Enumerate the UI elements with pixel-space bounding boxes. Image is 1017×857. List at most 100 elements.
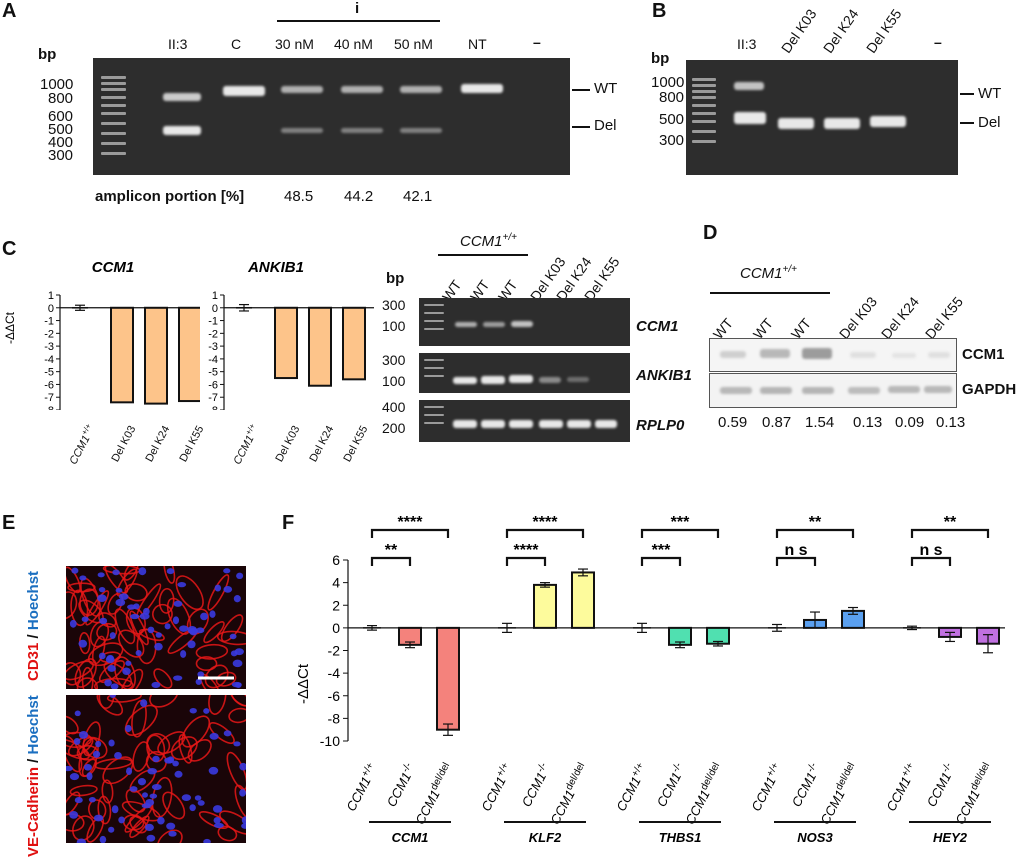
micrograph-vecadherin [66, 695, 246, 843]
gel-band [455, 322, 477, 327]
gel-bp: bp [386, 270, 405, 287]
ladder-band [424, 375, 444, 377]
group-label: i [355, 0, 360, 17]
nucleus [122, 667, 131, 676]
nucleus [69, 773, 80, 781]
cell-membrane [66, 715, 79, 735]
nucleus [93, 814, 104, 822]
stain-vecadherin: VE-Cadherin [25, 766, 42, 857]
panel-d-label: D [703, 222, 718, 244]
blot-band [850, 352, 876, 358]
y-axis-label: -ΔΔCt [295, 663, 312, 704]
right-label-wt: WT [978, 85, 1002, 102]
tick [960, 93, 974, 95]
gel-a [93, 58, 570, 175]
nucleus [239, 762, 246, 771]
gel-band [453, 420, 477, 428]
nucleus [133, 603, 140, 610]
ladder-band [692, 112, 716, 115]
gel-c-ccm1 [419, 298, 630, 346]
nucleus [151, 681, 161, 688]
cell-membrane [129, 610, 149, 646]
nucleus [99, 617, 108, 625]
bar [274, 306, 298, 380]
ladder-band [101, 76, 126, 79]
gel-c-ankib1 [419, 353, 630, 393]
x-tick-label: CCM1del/del [681, 761, 726, 827]
y-tick-label: -6 [44, 379, 54, 391]
panel-a-bp: bp [38, 46, 57, 63]
nucleus [99, 835, 107, 843]
y-tick-label: 6 [332, 552, 340, 568]
panel-b-label: B [652, 0, 667, 22]
nucleus [149, 793, 158, 799]
cell-membrane [101, 779, 114, 804]
nucleus [125, 767, 133, 776]
nucleus [177, 582, 187, 588]
stain-label-top: CD31 / Hoechst [25, 571, 42, 681]
nucleus [81, 616, 89, 623]
nucleus [66, 765, 73, 772]
nucleus [108, 739, 115, 747]
nucleus [135, 649, 142, 656]
x-tick-label: CCM1+/+ [67, 422, 94, 467]
x-tick-label: CCM1+/+ [612, 761, 650, 814]
nucleus [164, 623, 171, 630]
nucleus [130, 613, 140, 620]
nucleus [114, 752, 122, 760]
cell-membrane [195, 656, 218, 672]
cell-membrane [66, 662, 82, 686]
cell-membrane [66, 591, 78, 620]
gel-band [509, 375, 533, 383]
nucleus [214, 584, 222, 592]
cell-membrane [129, 815, 148, 834]
x-tick-label: Del K24 [307, 423, 337, 464]
nucleus [104, 679, 112, 687]
blot-value: 0.59 [718, 414, 748, 431]
y-ticks: 10-1-2-3-4-5-6-7-8 [44, 290, 60, 410]
x-tick-label: CCM1del/del [951, 761, 996, 827]
nucleus [172, 760, 179, 767]
blot-band [760, 387, 792, 394]
lane-label: 40 nM [334, 36, 373, 52]
lane-label: 50 nM [394, 36, 433, 52]
x-tick-label: Del K55 [341, 423, 371, 464]
marker-label: 300 [382, 297, 406, 313]
panel-e-label: E [2, 512, 16, 534]
cell-membrane [104, 566, 129, 594]
cell-membrane [102, 756, 134, 785]
marker-label: 800 [659, 89, 685, 106]
ladder-band [101, 122, 126, 125]
nucleus [230, 650, 238, 657]
marker-label: 400 [382, 399, 406, 415]
group-bracket [277, 20, 440, 22]
nucleus [195, 678, 202, 685]
gel-band-wt [734, 82, 764, 90]
nucleus [241, 816, 246, 825]
x-tick-label: CCM1-/- [923, 761, 959, 809]
blot-row-name: GAPDH [962, 381, 1017, 398]
ladder-band [101, 132, 126, 135]
blot-band [928, 352, 950, 358]
lane-label: NT [468, 36, 487, 52]
ladder-band [101, 104, 126, 107]
nucleus [197, 800, 205, 806]
marker-label: 100 [382, 373, 406, 389]
gel-band-del [163, 126, 201, 135]
y-tick-label: -8 [44, 405, 54, 410]
gel-band-del [870, 116, 906, 127]
significance-bracket [910, 556, 952, 566]
ladder-band [101, 152, 126, 155]
gel-band [509, 420, 533, 428]
blot-row-name: CCM1 [962, 346, 1005, 363]
nucleus [118, 593, 129, 600]
gel-band [567, 377, 589, 382]
nucleus [107, 664, 116, 672]
blot-value: 0.09 [895, 414, 925, 431]
nucleus [241, 823, 246, 829]
gel-band [481, 420, 505, 428]
cell-membrane [178, 734, 193, 764]
cell-membrane [70, 589, 89, 627]
marker-label: 800 [48, 90, 74, 107]
nucleus [168, 830, 177, 837]
